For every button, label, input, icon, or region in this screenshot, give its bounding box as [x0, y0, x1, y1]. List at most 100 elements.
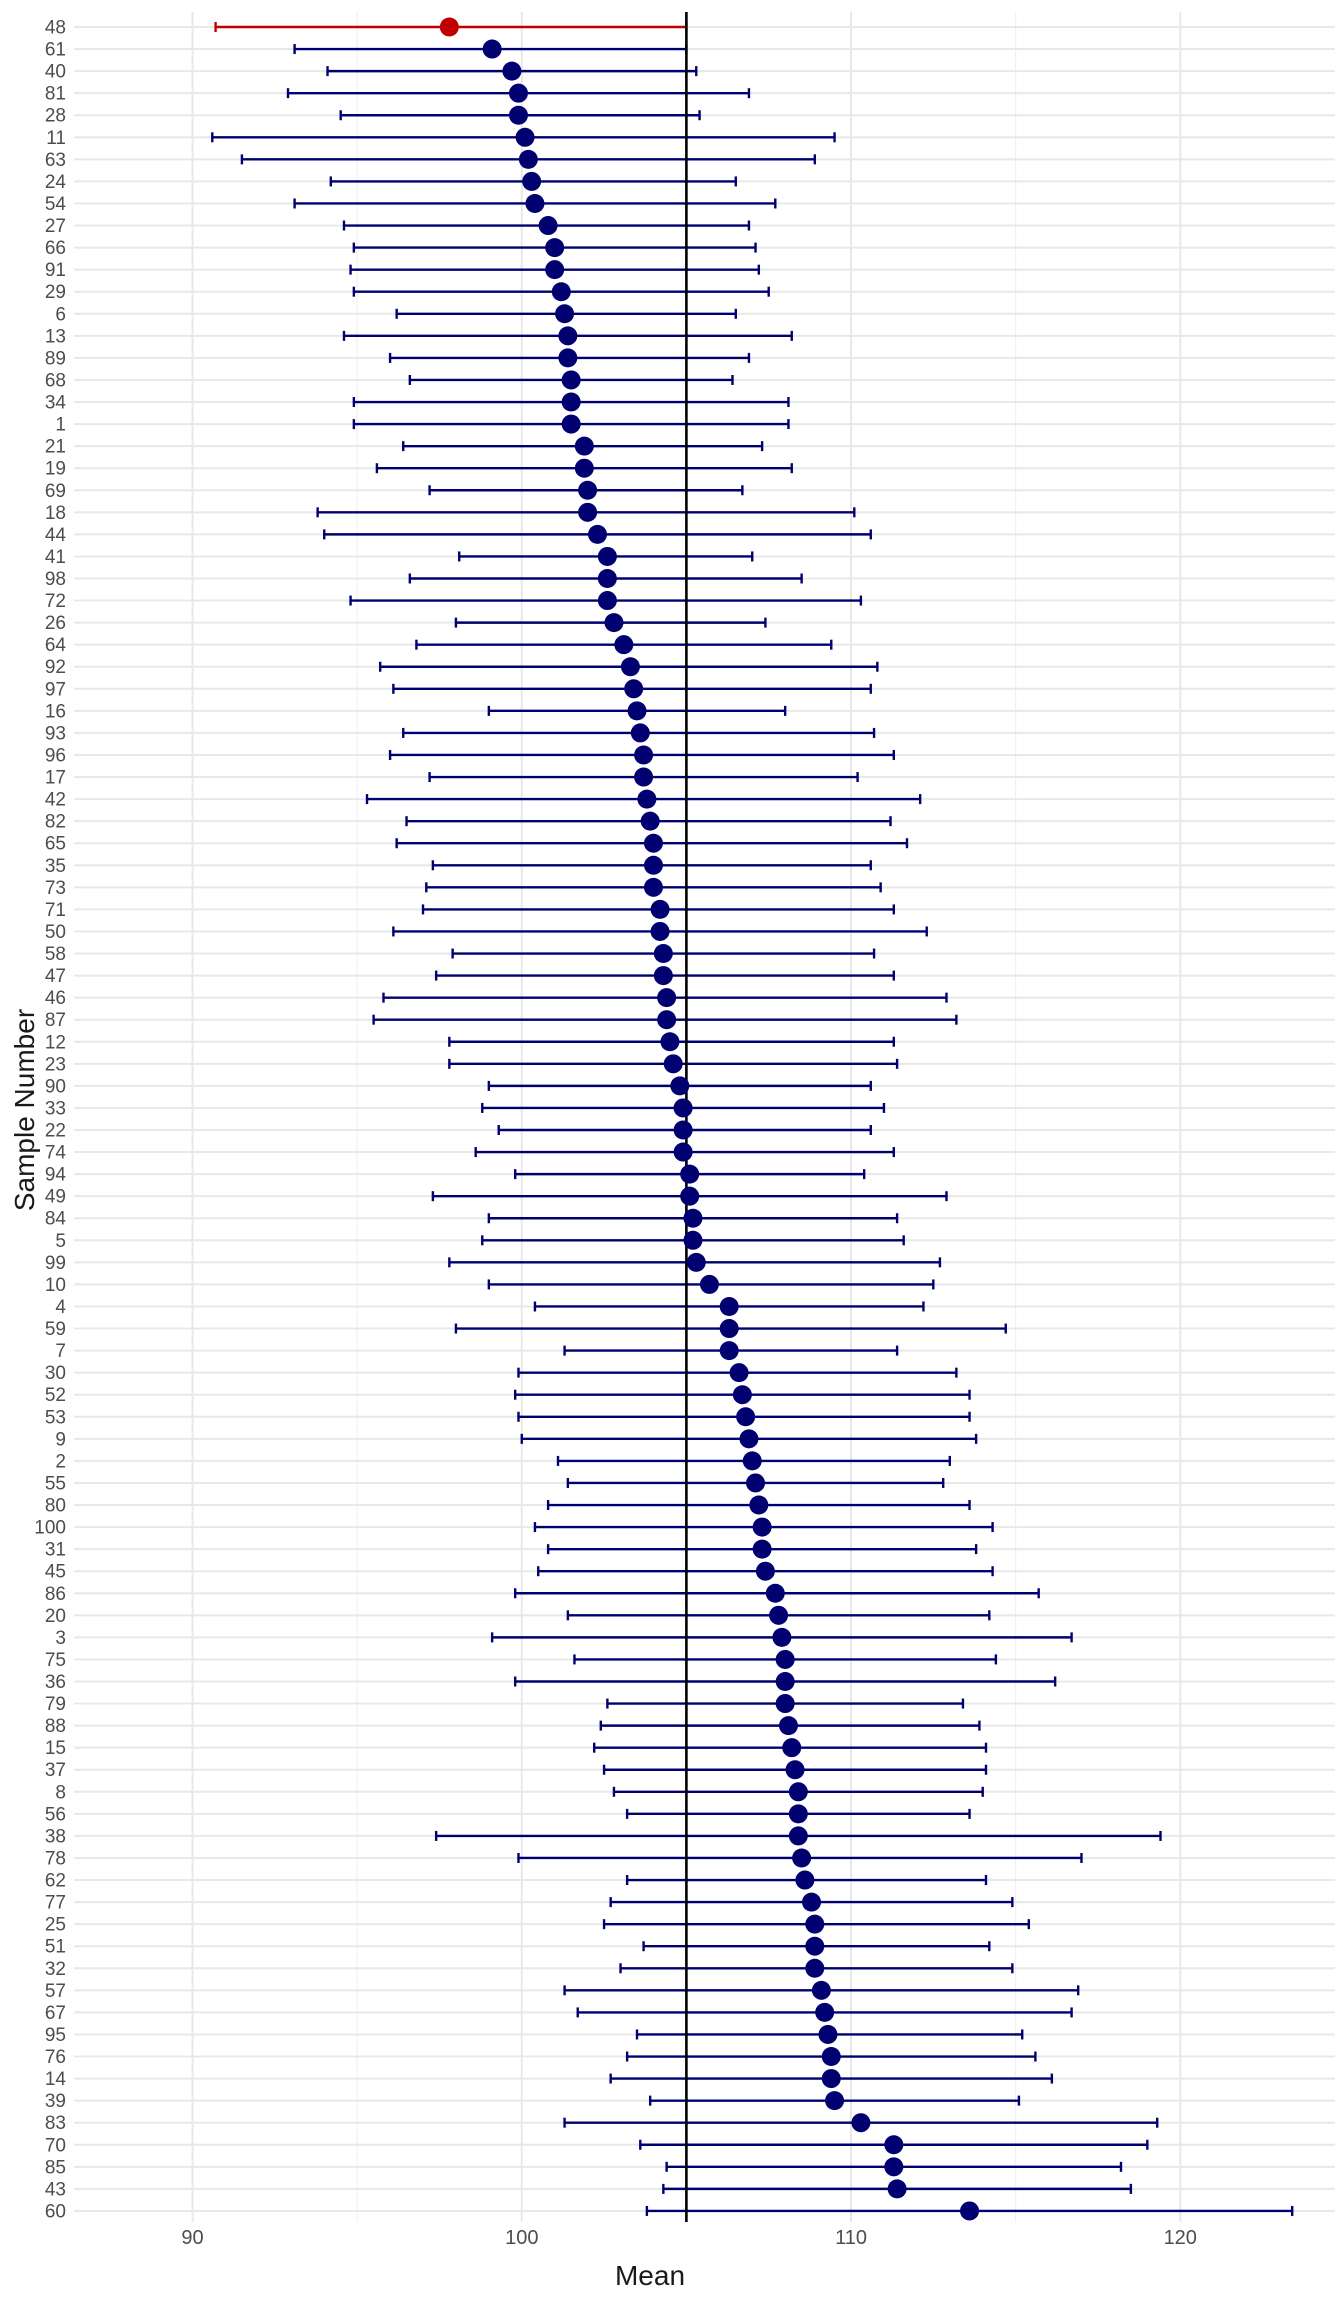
y-tick-label: 78	[45, 1848, 66, 1869]
mean-point-sample-38	[788, 1826, 808, 1846]
y-tick-label: 23	[45, 1054, 66, 1075]
mean-point-sample-8	[788, 1782, 808, 1802]
y-tick-label: 52	[45, 1385, 66, 1406]
y-tick-label: 39	[45, 2091, 66, 2112]
mean-point-sample-90	[670, 1076, 690, 1096]
mean-point-sample-78	[792, 1848, 812, 1868]
mean-point-sample-25	[805, 1914, 825, 1934]
mean-point-sample-19	[574, 458, 594, 478]
y-tick-label: 22	[45, 1121, 66, 1142]
y-tick-label: 57	[45, 1981, 66, 2002]
mean-point-sample-7	[719, 1341, 739, 1361]
y-tick-label: 50	[45, 922, 66, 943]
mean-point-sample-67	[815, 2002, 835, 2022]
y-tick-label: 31	[45, 1540, 66, 1561]
mean-point-sample-72	[597, 591, 617, 611]
mean-point-sample-17	[634, 767, 654, 787]
mean-point-sample-95	[818, 2024, 838, 2044]
mean-point-sample-24	[522, 171, 542, 191]
y-tick-label: 44	[45, 525, 67, 546]
mean-point-sample-29	[551, 282, 571, 302]
y-tick-label: 20	[45, 1606, 66, 1627]
y-tick-label: 94	[45, 1165, 67, 1186]
mean-point-sample-31	[752, 1539, 772, 1559]
mean-point-sample-50	[650, 921, 670, 941]
y-tick-label: 67	[45, 2003, 66, 2024]
y-tick-label: 100	[34, 1518, 66, 1539]
y-tick-label: 41	[45, 547, 66, 568]
y-tick-label: 51	[45, 1937, 66, 1958]
y-tick-label: 95	[45, 2025, 66, 2046]
mean-point-sample-88	[778, 1716, 798, 1736]
mean-point-sample-26	[604, 613, 624, 633]
mean-point-sample-63	[518, 149, 538, 169]
y-tick-label: 89	[45, 348, 66, 369]
y-tick-label: 75	[45, 1650, 66, 1671]
mean-point-sample-42	[637, 789, 657, 809]
y-tick-label: 45	[45, 1562, 66, 1583]
y-tick-label: 58	[45, 944, 66, 965]
mean-point-sample-81	[508, 83, 528, 103]
mean-point-sample-83	[851, 2113, 871, 2133]
mean-point-sample-89	[558, 348, 578, 368]
mean-point-sample-1	[561, 414, 581, 434]
y-tick-label: 72	[45, 591, 66, 612]
mean-point-sample-91	[545, 260, 565, 280]
mean-point-sample-2	[742, 1451, 762, 1471]
y-tick-label: 4	[55, 1297, 66, 1318]
y-tick-label: 56	[45, 1804, 66, 1825]
y-axis-title: Sample Number	[9, 1009, 40, 1211]
x-tick-label: 120	[1164, 2227, 1197, 2249]
mean-point-sample-51	[805, 1936, 825, 1956]
mean-point-sample-47	[653, 966, 673, 986]
mean-point-sample-60	[960, 2201, 980, 2221]
mean-point-sample-45	[755, 1561, 775, 1581]
mean-point-sample-62	[795, 1870, 815, 1890]
y-tick-label: 96	[45, 745, 66, 766]
y-tick-label: 80	[45, 1496, 66, 1517]
y-tick-label: 6	[55, 304, 66, 325]
y-tick-label: 93	[45, 723, 66, 744]
y-tick-label: 59	[45, 1319, 66, 1340]
mean-point-sample-27	[538, 216, 558, 236]
mean-point-sample-9	[739, 1429, 759, 1449]
mean-point-sample-66	[545, 238, 565, 258]
y-tick-label: 38	[45, 1826, 66, 1847]
mean-point-sample-87	[657, 1010, 677, 1030]
mean-point-sample-30	[729, 1363, 749, 1383]
y-tick-label: 77	[45, 1893, 66, 1914]
y-tick-label: 25	[45, 1915, 66, 1936]
mean-point-sample-79	[775, 1694, 795, 1714]
y-tick-label: 63	[45, 150, 66, 171]
mean-point-sample-34	[561, 392, 581, 412]
mean-point-sample-52	[732, 1385, 752, 1405]
mean-point-sample-69	[578, 480, 598, 500]
y-tick-label: 3	[55, 1628, 66, 1649]
mean-point-sample-41	[597, 546, 617, 566]
y-tick-label: 86	[45, 1584, 66, 1605]
mean-point-sample-16	[627, 701, 647, 721]
y-tick-label: 73	[45, 878, 66, 899]
mean-point-sample-68	[561, 370, 581, 390]
y-tick-label: 83	[45, 2113, 66, 2134]
y-tick-label: 10	[45, 1275, 66, 1296]
y-tick-label: 98	[45, 569, 66, 590]
mean-point-sample-97	[624, 679, 644, 699]
y-tick-label: 9	[55, 1429, 66, 1450]
mean-points	[439, 17, 980, 2221]
mean-point-sample-65	[643, 833, 663, 853]
y-tick-label: 99	[45, 1253, 66, 1274]
y-tick-label: 69	[45, 481, 66, 502]
y-tick-label: 36	[45, 1672, 66, 1693]
y-tick-label: 92	[45, 657, 66, 678]
y-tick-label: 42	[45, 790, 66, 811]
mean-point-sample-21	[574, 436, 594, 456]
confidence-intervals	[211, 22, 1294, 2216]
mean-point-sample-18	[578, 502, 598, 522]
mean-point-sample-80	[749, 1495, 769, 1515]
mean-point-sample-10	[699, 1274, 719, 1294]
y-tick-label: 79	[45, 1694, 66, 1715]
y-tick-label: 66	[45, 238, 66, 259]
mean-point-sample-58	[653, 944, 673, 964]
